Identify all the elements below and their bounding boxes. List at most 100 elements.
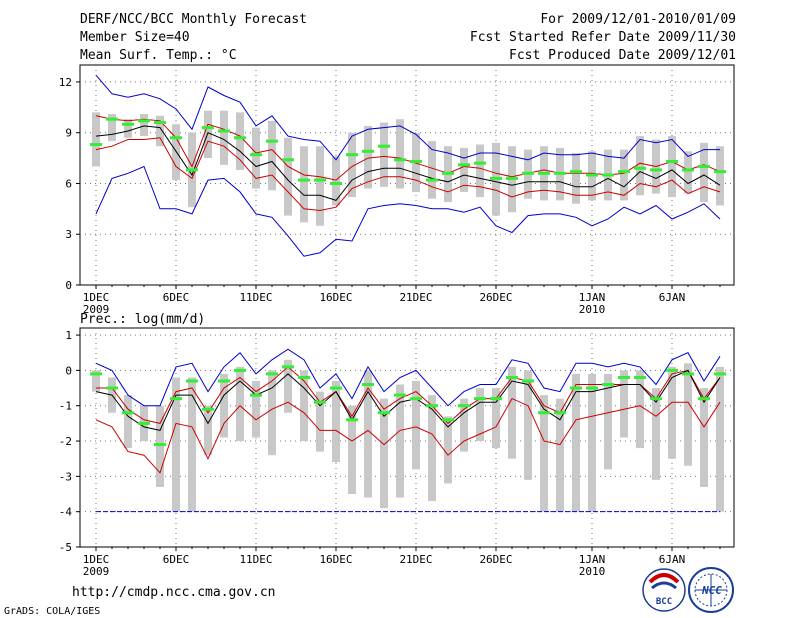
ensemble-median-marker xyxy=(346,153,358,157)
ensemble-box xyxy=(316,391,324,452)
ensemble-median-marker xyxy=(218,379,230,383)
ensemble-median-marker xyxy=(378,411,390,415)
ensemble-median-marker xyxy=(426,404,438,408)
ensemble-box xyxy=(428,141,436,199)
ensemble-box xyxy=(460,147,468,192)
ensemble-box xyxy=(508,366,516,459)
ensemble-median-marker xyxy=(250,393,262,397)
ensemble-box xyxy=(124,119,132,138)
ensemble-box xyxy=(572,153,580,204)
x-tick-year-label: 2010 xyxy=(579,565,606,578)
ensemble-box xyxy=(236,112,244,170)
ensemble-median-marker xyxy=(394,393,406,397)
ensemble-median-marker xyxy=(154,121,166,125)
x-tick-label: 26DEC xyxy=(479,291,512,304)
ncc-logo-text: NCC xyxy=(701,584,722,597)
series-line-lower xyxy=(95,137,721,212)
ensemble-median-marker xyxy=(554,171,566,175)
x-tick-year-label: 2009 xyxy=(83,565,110,578)
ensemble-median-marker xyxy=(426,178,438,182)
ensemble-box xyxy=(716,146,724,206)
x-tick-label: 1JAN xyxy=(579,291,606,304)
ensemble-median-marker xyxy=(570,386,582,390)
ensemble-median-marker xyxy=(698,397,710,401)
ensemble-box xyxy=(268,120,276,191)
ensemble-box xyxy=(684,151,692,194)
footer-url: http://cmdp.ncc.cma.gov.cn xyxy=(72,585,276,600)
ensemble-box xyxy=(236,366,244,442)
ensemble-median-marker xyxy=(602,173,614,177)
y-tick-label: 6 xyxy=(65,177,72,190)
ensemble-median-marker xyxy=(682,372,694,376)
ensemble-median-marker xyxy=(106,117,118,121)
fcst-produced-date: Fcst Produced Date 2009/12/01 xyxy=(509,48,736,63)
ensemble-box xyxy=(156,405,164,487)
ensemble-median-marker xyxy=(506,176,518,180)
bcc-logo: BCC xyxy=(642,568,686,612)
ensemble-box xyxy=(636,370,644,449)
ensemble-median-marker xyxy=(458,163,470,167)
ensemble-median-marker xyxy=(234,136,246,140)
ensemble-median-marker xyxy=(122,122,134,126)
ensemble-median-marker xyxy=(410,159,422,163)
ensemble-box xyxy=(140,114,148,137)
ensemble-box xyxy=(620,370,628,438)
ensemble-box xyxy=(380,398,388,509)
x-tick-label: 11DEC xyxy=(239,553,272,566)
ensemble-median-marker xyxy=(314,178,326,182)
ensemble-box xyxy=(460,398,468,452)
ensemble-median-marker xyxy=(170,136,182,140)
ensemble-median-marker xyxy=(362,383,374,387)
ensemble-median-marker xyxy=(218,129,230,133)
ensemble-median-marker xyxy=(298,178,310,182)
ensemble-median-marker xyxy=(666,159,678,163)
fcst-started-date: Fcst Started Refer Date 2009/11/30 xyxy=(469,30,736,45)
ensemble-box xyxy=(300,370,308,442)
ensemble-box xyxy=(588,373,596,512)
ensemble-box xyxy=(332,380,340,463)
member-size-label: Member Size=40 xyxy=(80,30,190,45)
ensemble-box xyxy=(108,114,116,142)
y-tick-label: -5 xyxy=(59,541,72,554)
ensemble-box xyxy=(220,373,228,438)
x-tick-label: 16DEC xyxy=(319,291,352,304)
ensemble-median-marker xyxy=(186,168,198,172)
series-line-mean xyxy=(95,125,721,201)
ensemble-median-marker xyxy=(186,379,198,383)
ensemble-box xyxy=(668,366,676,459)
ensemble-median-marker xyxy=(346,418,358,422)
series-line-lower xyxy=(95,397,721,474)
ensemble-median-marker xyxy=(474,397,486,401)
ensemble-box xyxy=(204,110,212,159)
x-tick-label: 11DEC xyxy=(239,291,272,304)
ensemble-median-marker xyxy=(266,139,278,143)
ensemble-box xyxy=(476,144,484,197)
x-tick-year-label: 2009 xyxy=(83,303,110,316)
ensemble-median-marker xyxy=(538,411,550,415)
ensemble-median-marker xyxy=(90,143,102,147)
ensemble-median-marker xyxy=(266,372,278,376)
ensemble-median-marker xyxy=(106,386,118,390)
y-tick-label: -1 xyxy=(59,400,72,413)
ensemble-box xyxy=(700,388,708,487)
ensemble-median-marker xyxy=(90,372,102,376)
ensemble-median-marker xyxy=(250,153,262,157)
ensemble-median-marker xyxy=(378,144,390,148)
ensemble-box xyxy=(284,359,292,413)
ensemble-median-marker xyxy=(570,170,582,174)
ensemble-box xyxy=(572,373,580,512)
y-tick-label: -2 xyxy=(59,435,72,448)
ensemble-box xyxy=(364,370,372,498)
ensemble-median-marker xyxy=(170,397,182,401)
y-tick-label: 9 xyxy=(65,127,72,140)
ensemble-median-marker xyxy=(298,375,310,379)
ensemble-median-marker xyxy=(650,397,662,401)
ensemble-box xyxy=(364,125,372,189)
ensemble-box xyxy=(300,146,308,223)
precip-panel-title: Prec.: log(mm/d) xyxy=(80,312,205,327)
forecast-period: For 2009/12/01-2010/01/09 xyxy=(540,12,736,27)
ensemble-box xyxy=(428,395,436,502)
plot-frame xyxy=(79,64,735,286)
ensemble-median-marker xyxy=(234,368,246,372)
